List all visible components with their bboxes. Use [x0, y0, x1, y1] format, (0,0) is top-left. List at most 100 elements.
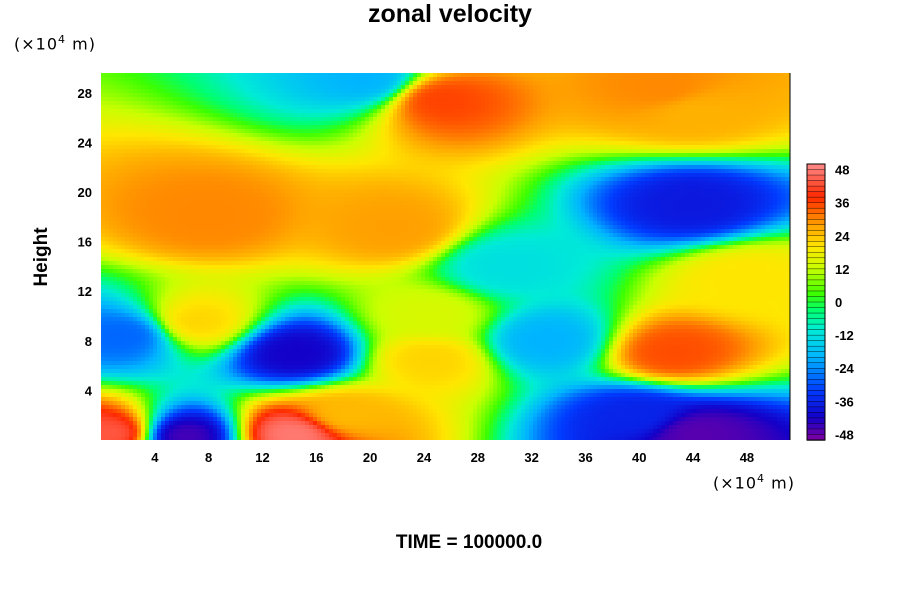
- field-cell: [325, 173, 330, 178]
- y-unit-prefix: (×10: [14, 34, 59, 54]
- field-cell: [541, 97, 546, 102]
- field-cell: [485, 81, 490, 86]
- field-cell: [325, 113, 330, 118]
- field-cell: [501, 93, 506, 98]
- field-cell: [241, 145, 246, 150]
- field-cell: [525, 177, 530, 182]
- field-cell: [609, 137, 614, 142]
- field-cell: [485, 157, 490, 162]
- field-cell: [421, 137, 426, 142]
- field-cell: [565, 165, 570, 170]
- field-cell: [233, 81, 238, 86]
- field-cell: [173, 145, 178, 150]
- field-cell: [477, 101, 482, 106]
- field-cell: [109, 113, 114, 118]
- field-cell: [681, 153, 686, 158]
- field-cell: [385, 109, 390, 114]
- field-cell: [169, 165, 174, 170]
- field-cell: [253, 77, 258, 82]
- field-cell: [281, 101, 286, 106]
- field-cell: [261, 145, 266, 150]
- field-cell: [141, 177, 146, 182]
- field-cell: [577, 137, 582, 142]
- field-cell: [313, 85, 318, 90]
- field-cell: [617, 81, 622, 86]
- field-cell: [361, 89, 366, 94]
- field-cell: [489, 101, 494, 106]
- field-cell: [373, 97, 378, 102]
- field-cell: [169, 121, 174, 126]
- field-cell: [277, 177, 282, 182]
- field-cell: [749, 121, 754, 126]
- field-cell: [285, 153, 290, 158]
- field-cell: [189, 181, 194, 186]
- field-cell: [553, 157, 558, 162]
- field-cell: [529, 73, 534, 78]
- field-cell: [281, 81, 286, 86]
- field-cell: [397, 185, 402, 190]
- field-cell: [169, 113, 174, 118]
- field-cell: [165, 73, 170, 78]
- field-cell: [529, 153, 534, 158]
- field-cell: [589, 181, 594, 186]
- field-cell: [389, 141, 394, 146]
- field-cell: [633, 161, 638, 166]
- field-cell: [381, 105, 386, 110]
- field-cell: [785, 161, 790, 166]
- field-cell: [573, 89, 578, 94]
- field-cell: [329, 129, 334, 134]
- field-cell: [513, 73, 518, 78]
- field-cell: [741, 117, 746, 122]
- field-cell: [637, 81, 642, 86]
- field-cell: [661, 137, 666, 142]
- field-cell: [189, 121, 194, 126]
- field-cell: [585, 165, 590, 170]
- field-cell: [357, 173, 362, 178]
- field-cell: [209, 109, 214, 114]
- field-cell: [425, 153, 430, 158]
- field-cell: [481, 97, 486, 102]
- field-cell: [557, 117, 562, 122]
- field-cell: [657, 73, 662, 78]
- field-cell: [217, 93, 222, 98]
- field-cell: [641, 161, 646, 166]
- field-cell: [441, 133, 446, 138]
- field-cell: [433, 89, 438, 94]
- field-cell: [257, 181, 262, 186]
- field-cell: [121, 169, 126, 174]
- field-cell: [313, 141, 318, 146]
- field-cell: [729, 113, 734, 118]
- field-cell: [141, 101, 146, 106]
- field-cell: [577, 105, 582, 110]
- field-cell: [173, 185, 178, 190]
- field-cell: [189, 137, 194, 142]
- field-cell: [253, 173, 258, 178]
- field-cell: [373, 89, 378, 94]
- field-cell: [413, 165, 418, 170]
- field-cell: [221, 165, 226, 170]
- field-cell: [713, 93, 718, 98]
- field-cell: [709, 89, 714, 94]
- field-cell: [549, 125, 554, 130]
- field-cell: [137, 85, 142, 90]
- field-cell: [257, 145, 262, 150]
- field-cell: [269, 177, 274, 182]
- field-cell: [569, 165, 574, 170]
- field-cell: [673, 137, 678, 142]
- field-cell: [597, 181, 602, 186]
- field-cell: [405, 153, 410, 158]
- field-cell: [369, 117, 374, 122]
- field-cell: [261, 185, 266, 190]
- field-cell: [765, 93, 770, 98]
- field-cell: [193, 137, 198, 142]
- field-cell: [681, 177, 686, 182]
- field-cell: [265, 177, 270, 182]
- field-cell: [421, 89, 426, 94]
- field-cell: [193, 97, 198, 102]
- field-cell: [517, 117, 522, 122]
- field-cell: [229, 97, 234, 102]
- field-cell: [297, 137, 302, 142]
- field-cell: [533, 185, 538, 190]
- field-cell: [673, 101, 678, 106]
- field-cell: [373, 133, 378, 138]
